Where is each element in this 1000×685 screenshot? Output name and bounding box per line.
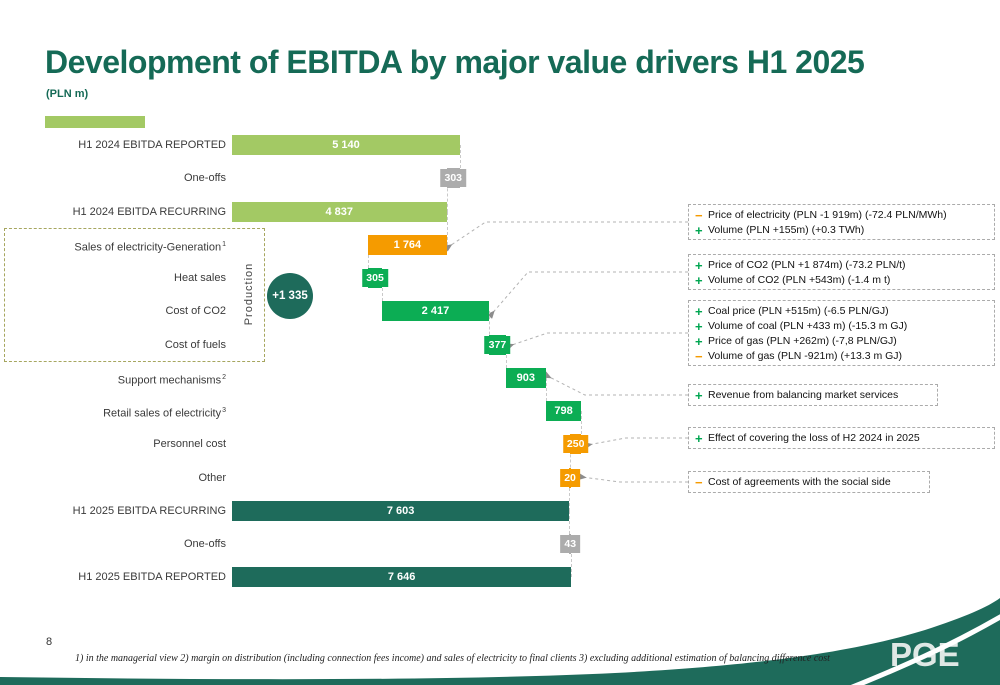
category-label-2: H1 2024 EBITDA RECURRING <box>72 205 226 218</box>
plus-icon: + <box>695 431 703 446</box>
bar-value: 1 764 <box>393 238 422 251</box>
bar-value: 903 <box>516 371 535 384</box>
annotation-line: + Coal price (PLN +515m) (-6.5 PLN/GJ) <box>689 304 994 319</box>
waterfall-connector <box>460 145 461 179</box>
annotation-box-0: − Price of electricity (PLN -1 919m) (-72… <box>688 204 995 240</box>
plus-icon: + <box>695 223 703 238</box>
category-label-10: Other <box>198 471 226 484</box>
annotation-line: + Volume of coal (PLN +433 m) (-15.3 m GJ… <box>689 319 994 334</box>
plus-icon: + <box>695 304 703 319</box>
annotation-text: Volume (PLN +155m) (+0.3 TWh) <box>708 224 865 236</box>
annotation-text: Coal price (PLN +515m) (-6.5 PLN/GJ) <box>708 305 889 317</box>
annotation-text: Volume of CO2 (PLN +543m) (-1.4 m t) <box>708 274 891 286</box>
bar-value: 7 646 <box>387 571 416 584</box>
bar-value-chip-4: 305 <box>362 269 388 287</box>
waterfall-bar-3: 1 764 <box>368 234 447 255</box>
waterfall-connector <box>571 544 573 578</box>
category-label-6: Cost of fuels <box>164 338 226 351</box>
waterfall-connector <box>446 178 448 212</box>
minus-icon: − <box>695 349 703 364</box>
waterfall-connector <box>569 510 571 544</box>
waterfall-connector <box>570 444 572 478</box>
waterfall-bar-0: 5 140 <box>232 135 460 155</box>
annotation-line: + Price of gas (PLN +262m) (-7,8 PLN/GJ) <box>689 334 994 349</box>
annotation-box-5: − Cost of agreements with the social side <box>688 471 930 493</box>
waterfall-connector <box>505 344 507 378</box>
annotation-text: Volume of gas (PLN -921m) (+13.3 m GJ) <box>708 350 903 362</box>
unit-subtitle: (PLN m) <box>46 88 89 100</box>
bar-value-chip-10: 20 <box>560 468 580 487</box>
bar-value-chip-6: 377 <box>484 335 511 354</box>
annotation-text: Price of electricity (PLN -1 919m) (-72.… <box>708 209 947 221</box>
category-label-0: H1 2024 EBITDA REPORTED <box>78 139 226 151</box>
waterfall-connector <box>446 211 448 245</box>
waterfall-bar-2: 4 837 <box>232 201 447 222</box>
annotation-line: + Volume of CO2 (PLN +543m) (-1.4 m t) <box>689 273 994 288</box>
annotation-text: Price of gas (PLN +262m) (-7,8 PLN/GJ) <box>708 335 897 347</box>
page-number: 8 <box>46 636 53 648</box>
category-label-3: Sales of electricity-Generation1 <box>74 240 226 254</box>
category-label-1: One-offs <box>184 172 226 185</box>
annotation-line: + Volume (PLN +155m) (+0.3 TWh) <box>689 223 994 238</box>
bar-value-chip-1: 303 <box>440 169 467 188</box>
annotation-box-3: + Revenue from balancing market services <box>688 384 938 406</box>
bar-value-chip-9: 250 <box>562 435 589 454</box>
minus-icon: − <box>695 475 703 490</box>
annotation-text: Revenue from balancing market services <box>708 389 899 401</box>
waterfall-bar-8: 798 <box>545 401 582 421</box>
plus-icon: + <box>695 388 703 403</box>
plus-icon: + <box>695 273 703 288</box>
production-total-badge: +1 335 <box>267 273 313 319</box>
annotation-line: + Price of CO2 (PLN +1 874m) (-73.2 PLN/t… <box>689 258 994 273</box>
annotation-text: Effect of covering the loss of H2 2024 i… <box>708 432 920 444</box>
waterfall-connector <box>569 477 571 511</box>
minus-icon: − <box>695 208 703 223</box>
category-label-9: Personnel cost <box>153 438 226 451</box>
page-title: Development of EBITDA by major value dri… <box>45 44 865 80</box>
annotation-box-2: + Coal price (PLN +515m) (-6.5 PLN/GJ) + Vo… <box>688 300 995 366</box>
annotation-text: Cost of agreements with the social side <box>708 476 891 488</box>
waterfall-bar-7: 903 <box>505 367 546 388</box>
waterfall-connector <box>581 411 583 445</box>
annotation-box-1: + Price of CO2 (PLN +1 874m) (-73.2 PLN/t… <box>688 254 995 290</box>
plus-icon: + <box>695 319 703 334</box>
category-label-4: Heat sales <box>174 272 226 284</box>
annotation-box-4: + Effect of covering the loss of H2 2024 … <box>688 427 995 449</box>
waterfall-connector <box>545 377 547 411</box>
bar-value: 5 140 <box>332 139 360 151</box>
bar-value: 7 603 <box>386 504 415 517</box>
waterfall-connector <box>381 278 383 312</box>
annotation-line: − Cost of agreements with the social side <box>689 475 929 490</box>
footnote: 1) in the managerial view 2) margin on d… <box>75 653 830 664</box>
production-group-box <box>4 228 265 362</box>
waterfall-bar-5: 2 417 <box>381 301 490 322</box>
accent-bar <box>45 116 145 128</box>
bar-value: 2 417 <box>421 305 450 318</box>
category-label-7: Support mechanisms2 <box>117 373 226 387</box>
bar-value-chip-12: 43 <box>560 535 581 553</box>
category-label-8: Retail sales of electricity3 <box>103 407 226 420</box>
plus-icon: + <box>695 258 703 273</box>
annotation-line: + Effect of covering the loss of H2 2024 … <box>689 431 994 446</box>
waterfall-bar-11: 7 603 <box>232 500 570 521</box>
bar-value: 4 837 <box>325 205 354 218</box>
annotation-line: − Price of electricity (PLN -1 919m) (-72… <box>689 208 994 223</box>
category-label-5: Cost of CO2 <box>165 305 226 318</box>
waterfall-bar-13: 7 646 <box>232 567 572 588</box>
annotation-line: + Revenue from balancing market services <box>689 388 937 403</box>
waterfall-connector <box>368 244 370 278</box>
bar-value: 798 <box>554 405 573 417</box>
category-label-12: One-offs <box>184 538 226 550</box>
annotation-line: − Volume of gas (PLN -921m) (+13.3 m GJ) <box>689 349 994 364</box>
annotation-text: Price of CO2 (PLN +1 874m) (-73.2 PLN/t) <box>708 259 906 271</box>
waterfall-connector <box>489 311 491 345</box>
category-label-13: H1 2025 EBITDA REPORTED <box>78 571 226 584</box>
category-label-11: H1 2025 EBITDA RECURRING <box>72 504 226 517</box>
annotation-text: Volume of coal (PLN +433 m) (-15.3 m GJ) <box>708 320 908 332</box>
plus-icon: + <box>695 334 703 349</box>
